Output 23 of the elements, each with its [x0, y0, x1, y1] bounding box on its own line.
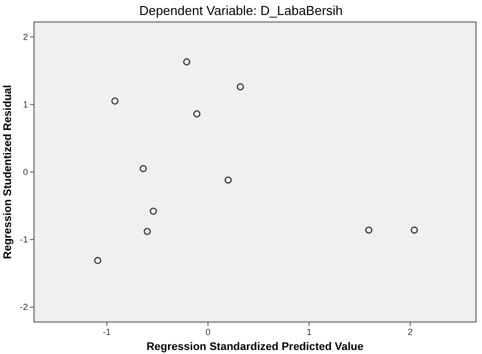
- x-tick-label: 1: [306, 327, 312, 337]
- y-tick-label: -2: [20, 302, 28, 312]
- point: [410, 226, 418, 234]
- point: [111, 97, 119, 105]
- y-tick-label: 1: [22, 99, 28, 110]
- point: [193, 110, 200, 118]
- x-axis-title: Regression Standardized Predicted Value: [146, 341, 364, 353]
- x-tick-label: -1: [102, 327, 111, 337]
- point: [236, 83, 244, 90]
- y-axis-title: Regression Studentized Residual: [2, 84, 14, 260]
- point: [140, 165, 147, 172]
- chart-title: Dependent Variable: D_LabaBersih: [139, 3, 343, 18]
- x-tick-label: 0: [205, 327, 210, 337]
- y-tick-label: 0: [22, 167, 28, 177]
- point: [94, 256, 102, 264]
- point: [183, 58, 190, 66]
- point: [150, 208, 157, 215]
- point: [224, 176, 232, 184]
- point: [365, 226, 372, 234]
- y-tick-label: -1: [20, 234, 28, 245]
- y-tick-label: 2: [22, 32, 28, 42]
- point: [144, 228, 151, 236]
- x-tick-label: 2: [408, 327, 413, 337]
